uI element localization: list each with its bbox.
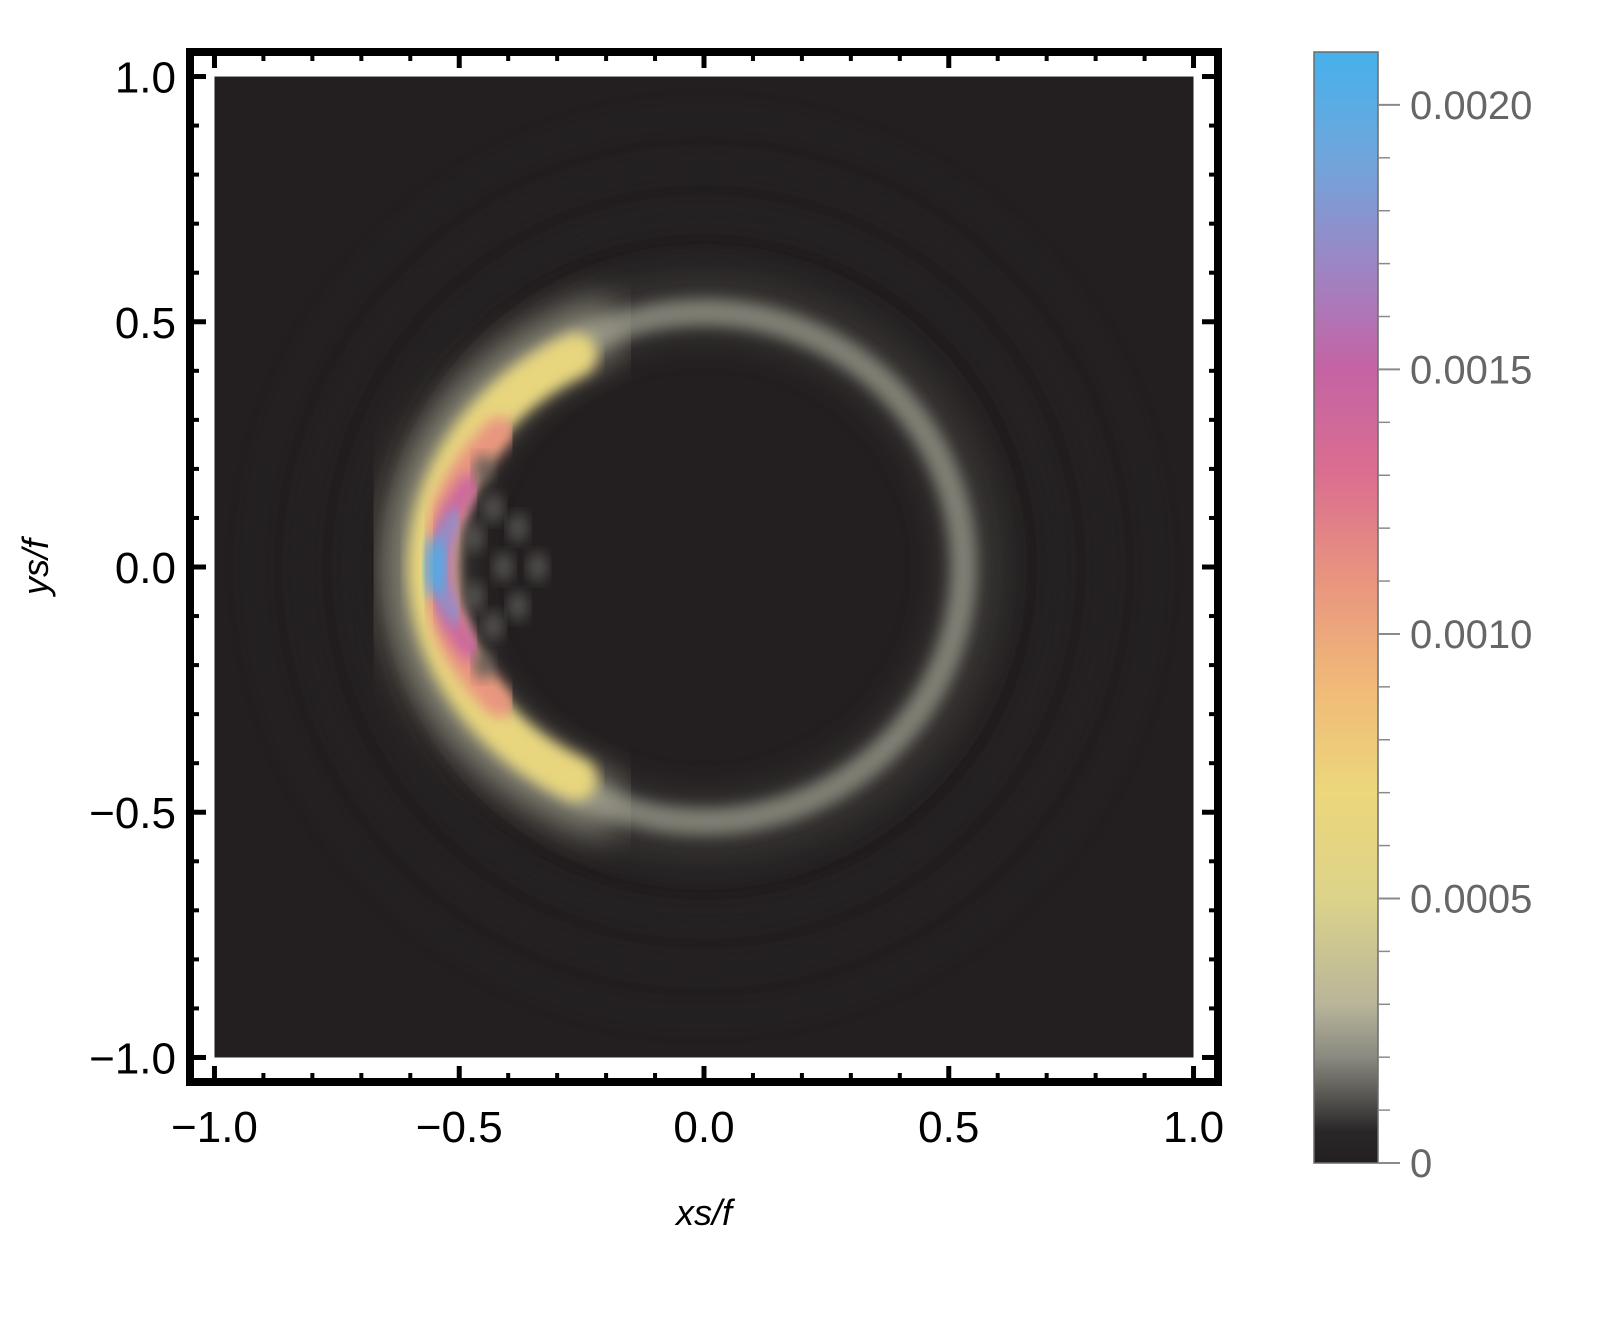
fringe-spot <box>527 552 548 582</box>
y-axis-title: ys/f <box>15 535 56 598</box>
ripple-ring <box>346 209 1062 925</box>
y-tick-label: 1.0 <box>115 54 176 103</box>
x-tick-label: 0.0 <box>673 1103 734 1152</box>
x-tick-label: −0.5 <box>416 1103 503 1152</box>
colorbar-bar <box>1313 51 1379 1164</box>
fringe-spot <box>493 552 514 582</box>
intensity-field <box>248 111 1160 1023</box>
x-tick-labels: −1.0 −0.5 0.0 0.5 1.0 <box>171 1103 1224 1152</box>
fringe-spot <box>464 522 484 553</box>
colorbar-tick-label: 0.0015 <box>1410 348 1532 392</box>
colorbar-tick-label: 0 <box>1410 1142 1432 1186</box>
x-tick-label: 0.5 <box>918 1103 979 1152</box>
colorbar-tick-label: 0.0010 <box>1410 613 1532 657</box>
fringe-spot <box>473 650 494 680</box>
y-tick-labels: −1.0 −0.5 0.0 0.5 1.0 <box>89 54 176 1084</box>
x-tick-label: −1.0 <box>171 1103 258 1152</box>
y-tick-label: −0.5 <box>89 789 176 838</box>
fringe-spot <box>483 611 504 641</box>
fringe-spot <box>464 581 484 612</box>
fringe-spot <box>483 493 504 523</box>
crescent-peak <box>425 535 444 599</box>
colorbar: 0 0.0005 0.0010 0.0015 0.0020 <box>1313 51 1532 1186</box>
plot-area: −1.0 −0.5 0.0 0.5 1.0 −1.0 −0.5 0.0 0.5 1.0 xs/f… <box>15 48 1224 1233</box>
fringe-spot <box>508 513 528 543</box>
colorbar-ticks <box>1378 103 1400 1164</box>
colorbar-tick-label: 0.0020 <box>1410 84 1532 128</box>
field-background <box>214 76 1194 1058</box>
y-tick-label: 0.0 <box>115 544 176 593</box>
colorbar-tick-label: 0.0005 <box>1410 877 1532 921</box>
y-tick-label: 0.5 <box>115 299 176 348</box>
fringe-spot <box>473 454 494 484</box>
ripple-ring <box>297 160 1111 974</box>
fringe-spot <box>508 591 528 621</box>
x-tick-label: 1.0 <box>1163 1103 1224 1152</box>
y-tick-label: −1.0 <box>89 1034 176 1083</box>
colorbar-labels: 0 0.0005 0.0010 0.0015 0.0020 <box>1410 84 1532 1186</box>
x-axis-title: xs/f <box>674 1192 736 1233</box>
axis-ticks <box>190 52 1218 1082</box>
ripple-ring <box>248 111 1160 1023</box>
